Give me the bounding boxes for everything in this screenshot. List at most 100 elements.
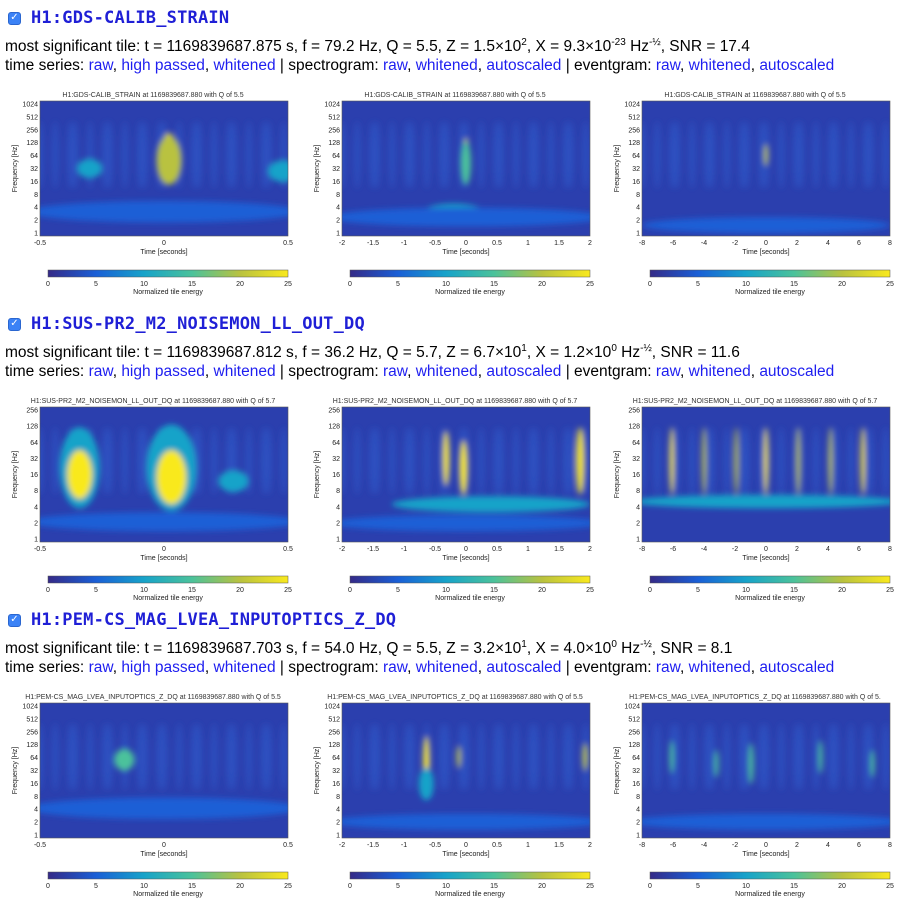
tile-snr: , SNR = 17.4 — [660, 38, 750, 56]
link-timeseries-highpassed[interactable]: high passed — [121, 363, 205, 380]
background-texture — [194, 121, 203, 189]
x-tick-label: 8 — [888, 842, 892, 849]
background-texture — [244, 723, 253, 791]
colorbar-tick-label: 0 — [46, 281, 50, 288]
link-eventgram-raw[interactable]: raw — [655, 363, 681, 380]
link-timeseries-raw[interactable]: raw — [88, 363, 113, 380]
background-texture — [51, 121, 60, 189]
energy-tile — [582, 743, 588, 771]
energy-tile — [459, 440, 468, 495]
link-eventgram-autoscaled[interactable]: autoscaled — [759, 57, 835, 74]
background-texture — [496, 427, 505, 495]
colorbar-tick-label: 0 — [46, 587, 50, 594]
link-spectrogram-raw[interactable]: raw — [382, 363, 408, 380]
spectrogram-plot[interactable]: H1:SUS-PR2_M2_NOISEMON_LL_OUT_DQ at 1169… — [8, 396, 298, 606]
y-tick-label: 512 — [26, 114, 38, 121]
spectrogram-plot[interactable]: H1:PEM-CS_MAG_LVEA_INPUTOPTICS_Z_DQ at 1… — [610, 692, 900, 902]
spectrogram-plot[interactable]: H1:SUS-PR2_M2_NOISEMON_LL_OUT_DQ at 1169… — [310, 396, 600, 606]
y-tick-label: 1 — [336, 231, 340, 238]
link-eventgram-whitened[interactable]: whitened — [688, 363, 751, 380]
colorbar-label: Normalized tile energy — [435, 595, 505, 602]
spectrogram-label: spectrogram: — [288, 363, 383, 380]
spectrogram-plot[interactable]: H1:PEM-CS_MAG_LVEA_INPUTOPTICS_Z_DQ at 1… — [8, 692, 298, 902]
channel-section: ✓ H1:SUS-PR2_M2_NOISEMON_LL_OUT_DQ most si… — [0, 312, 904, 612]
spectrogram-plot[interactable]: H1:PEM-CS_MAG_LVEA_INPUTOPTICS_Z_DQ at 1… — [310, 692, 600, 902]
channel-checkbox[interactable]: ✓ — [8, 11, 21, 25]
channel-checkbox[interactable]: ✓ — [8, 613, 21, 627]
link-timeseries-raw[interactable]: raw — [88, 659, 113, 676]
y-tick-label: 1 — [636, 537, 640, 544]
x-axis-label: Time [seconds] — [742, 555, 789, 562]
background-texture — [688, 121, 697, 189]
spectrogram-svg: H1:GDS-CALIB_STRAIN at 1169839687.880 wi… — [12, 92, 293, 296]
channel-checkbox[interactable]: ✓ — [8, 317, 21, 331]
link-spectrogram-raw[interactable]: raw — [382, 57, 408, 74]
x-tick-label: -1 — [401, 546, 407, 553]
link-eventgram-raw[interactable]: raw — [655, 57, 681, 74]
background-texture — [777, 723, 786, 791]
link-spectrogram-whitened[interactable]: whitened — [415, 659, 478, 676]
y-axis-label: Frequency [Hz] — [614, 451, 621, 499]
colorbar — [649, 575, 891, 584]
link-timeseries-highpassed[interactable]: high passed — [121, 57, 205, 74]
separator: , — [204, 659, 214, 676]
tile-summary: most significant tile: t = 1169839687.87… — [5, 37, 750, 56]
y-axis-label: Frequency [Hz] — [314, 747, 321, 795]
link-spectrogram-autoscaled[interactable]: autoscaled — [486, 57, 562, 74]
spectrogram-plot[interactable]: H1:SUS-PR2_M2_NOISEMON_LL_OUT_DQ at 1169… — [610, 396, 900, 606]
x-tick-label: 0.5 — [283, 240, 293, 247]
y-tick-label: 4 — [34, 504, 38, 511]
spectrogram-plot[interactable]: H1:GDS-CALIB_STRAIN at 1169839687.880 wi… — [610, 90, 900, 300]
link-eventgram-autoscaled[interactable]: autoscaled — [759, 363, 835, 380]
separator: , — [407, 57, 416, 74]
link-spectrogram-whitened[interactable]: whitened — [415, 363, 478, 380]
z-exponent: 1 — [521, 639, 527, 650]
plot-title: H1:SUS-PR2_M2_NOISEMON_LL_OUT_DQ at 1169… — [633, 398, 878, 405]
link-timeseries-highpassed[interactable]: high passed — [121, 659, 205, 676]
y-tick-label: 2 — [34, 520, 38, 527]
background-texture — [140, 121, 149, 189]
link-spectrogram-raw[interactable]: raw — [382, 659, 408, 676]
background-texture — [512, 723, 521, 791]
energy-tile — [796, 427, 801, 495]
x-tick-label: 2 — [795, 240, 799, 247]
spectrogram-plot[interactable]: H1:GDS-CALIB_STRAIN at 1169839687.880 wi… — [8, 90, 298, 300]
separator: , — [680, 659, 689, 676]
link-timeseries-whitened[interactable]: whitened — [213, 57, 276, 74]
separator: , — [204, 57, 214, 74]
spectrogram-label: spectrogram: — [288, 659, 383, 676]
link-timeseries-whitened[interactable]: whitened — [213, 659, 276, 676]
y-tick-label: 1024 — [22, 102, 38, 109]
y-tick-label: 128 — [628, 742, 640, 749]
link-spectrogram-whitened[interactable]: whitened — [415, 57, 478, 74]
link-eventgram-whitened[interactable]: whitened — [688, 659, 751, 676]
background-texture — [372, 121, 381, 189]
separator: , — [407, 659, 416, 676]
link-eventgram-whitened[interactable]: whitened — [688, 57, 751, 74]
y-tick-label: 256 — [328, 408, 340, 415]
background-texture — [51, 723, 60, 791]
colorbar-label: Normalized tile energy — [735, 891, 805, 898]
link-eventgram-autoscaled[interactable]: autoscaled — [759, 659, 835, 676]
link-spectrogram-autoscaled[interactable]: autoscaled — [486, 659, 562, 676]
link-eventgram-raw[interactable]: raw — [655, 659, 681, 676]
y-tick-label: 2 — [336, 820, 340, 827]
spectrogram-plot[interactable]: H1:GDS-CALIB_STRAIN at 1169839687.880 wi… — [310, 90, 600, 300]
background-texture — [40, 121, 44, 189]
background-texture — [194, 723, 203, 791]
y-axis-label: Frequency [Hz] — [314, 145, 321, 193]
background-texture — [40, 723, 44, 791]
colorbar-tick-label: 15 — [188, 281, 196, 288]
x-tick-label: -4 — [701, 240, 707, 247]
y-tick-label: 4 — [34, 807, 38, 814]
link-timeseries-whitened[interactable]: whitened — [213, 363, 276, 380]
y-tick-label: 4 — [636, 807, 640, 814]
y-tick-label: 8 — [636, 192, 640, 199]
colorbar — [649, 871, 891, 880]
link-timeseries-raw[interactable]: raw — [88, 57, 113, 74]
link-spectrogram-autoscaled[interactable]: autoscaled — [486, 363, 562, 380]
background-texture — [175, 723, 184, 791]
colorbar-tick-label: 10 — [140, 587, 148, 594]
energy-tile — [642, 494, 890, 509]
background-texture — [477, 723, 486, 791]
